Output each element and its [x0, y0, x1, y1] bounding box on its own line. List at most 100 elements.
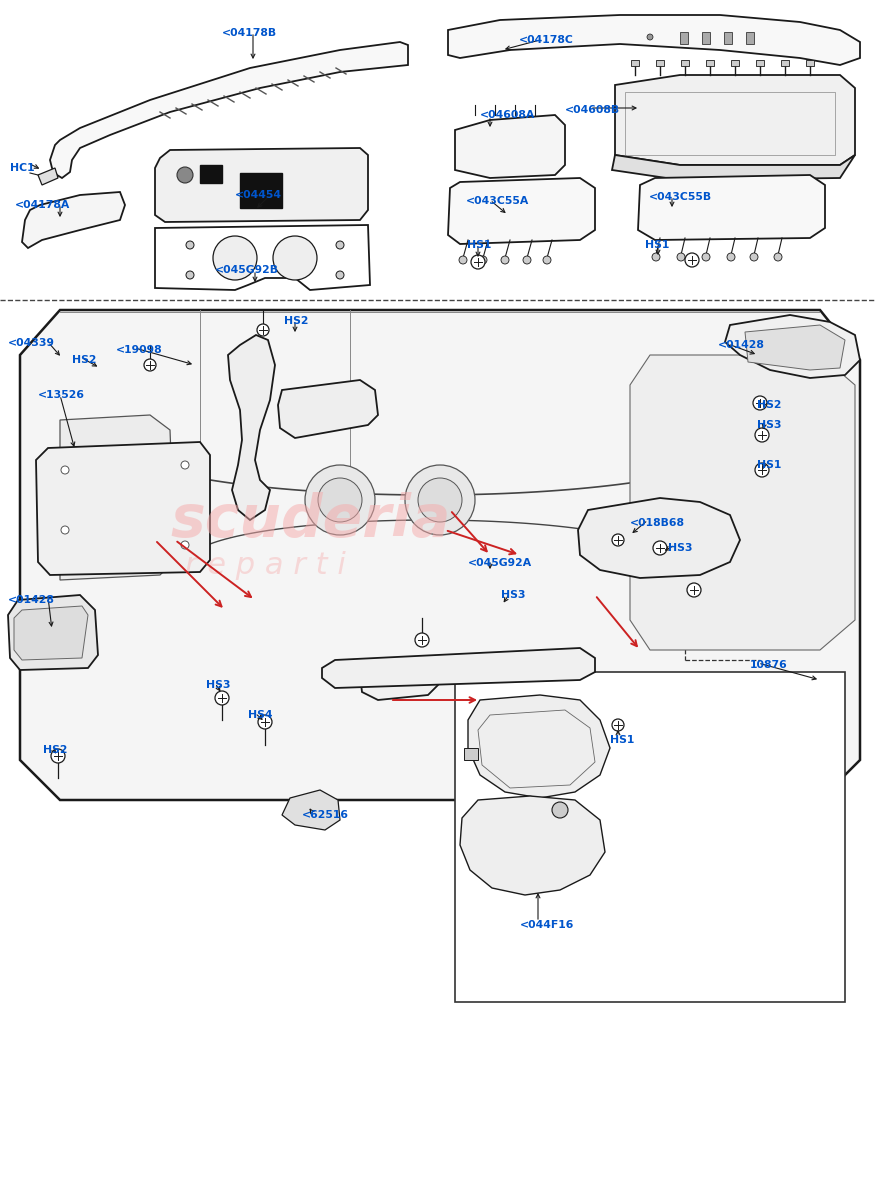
Circle shape — [479, 256, 487, 264]
Polygon shape — [615, 74, 855, 164]
Bar — [781, 60, 789, 66]
Circle shape — [215, 691, 229, 704]
Text: HS1: HS1 — [645, 240, 669, 250]
Text: HS2: HS2 — [72, 355, 96, 365]
Circle shape — [51, 749, 65, 763]
Polygon shape — [612, 155, 855, 180]
Circle shape — [186, 271, 194, 278]
Text: <043C55A: <043C55A — [466, 196, 529, 206]
Text: <044F16: <044F16 — [520, 920, 575, 930]
Text: <04178B: <04178B — [222, 28, 277, 38]
Polygon shape — [322, 648, 595, 688]
Text: scuderia: scuderia — [170, 492, 450, 548]
Text: <04339: <04339 — [8, 338, 55, 348]
Polygon shape — [14, 606, 88, 660]
Circle shape — [523, 256, 531, 264]
Text: HS3: HS3 — [757, 420, 781, 430]
Polygon shape — [448, 14, 860, 65]
Text: HS4: HS4 — [248, 710, 272, 720]
Circle shape — [181, 461, 189, 469]
Circle shape — [61, 526, 69, 534]
Text: <04608B: <04608B — [565, 104, 620, 115]
Polygon shape — [50, 42, 408, 178]
Circle shape — [755, 463, 769, 476]
Text: HS2: HS2 — [43, 745, 67, 755]
Text: <19098: <19098 — [116, 346, 163, 355]
Polygon shape — [638, 175, 825, 240]
Text: HS3: HS3 — [668, 542, 693, 553]
Circle shape — [702, 253, 710, 260]
Polygon shape — [464, 748, 478, 760]
Polygon shape — [282, 790, 340, 830]
Polygon shape — [460, 796, 605, 895]
Bar — [746, 32, 754, 44]
Bar — [706, 60, 714, 66]
Polygon shape — [745, 325, 845, 370]
Polygon shape — [20, 310, 860, 800]
Polygon shape — [22, 192, 125, 248]
Polygon shape — [725, 314, 860, 378]
Circle shape — [418, 478, 462, 522]
Circle shape — [727, 253, 735, 260]
Text: HS2: HS2 — [757, 400, 781, 410]
Circle shape — [213, 236, 257, 280]
Circle shape — [501, 256, 509, 264]
Circle shape — [687, 583, 701, 596]
Circle shape — [273, 236, 317, 280]
Circle shape — [186, 241, 194, 248]
Circle shape — [552, 802, 568, 818]
Circle shape — [750, 253, 758, 260]
Text: <01428: <01428 — [8, 595, 55, 605]
Polygon shape — [630, 355, 855, 650]
Circle shape — [181, 541, 189, 550]
Circle shape — [415, 634, 429, 647]
Circle shape — [677, 253, 685, 260]
Bar — [455, 672, 845, 1002]
Text: <045G92B: <045G92B — [215, 265, 279, 275]
Text: HC1: HC1 — [10, 163, 35, 173]
Circle shape — [258, 715, 272, 728]
Bar — [756, 60, 764, 66]
Circle shape — [144, 359, 156, 371]
Text: HS3: HS3 — [501, 590, 526, 600]
Circle shape — [305, 464, 375, 535]
Circle shape — [336, 241, 344, 248]
Polygon shape — [278, 380, 378, 438]
Polygon shape — [448, 178, 595, 244]
Polygon shape — [228, 335, 275, 520]
Bar — [240, 173, 282, 208]
Circle shape — [774, 253, 782, 260]
Polygon shape — [468, 695, 610, 798]
Circle shape — [652, 253, 660, 260]
Text: <018B68: <018B68 — [630, 518, 685, 528]
Text: <01428: <01428 — [718, 340, 765, 350]
Circle shape — [685, 253, 699, 266]
Circle shape — [318, 478, 362, 522]
Polygon shape — [38, 168, 58, 185]
Text: HS1: HS1 — [467, 240, 491, 250]
Text: 10876: 10876 — [750, 660, 788, 670]
Text: <045G92A: <045G92A — [468, 558, 532, 568]
Text: HS1: HS1 — [610, 734, 634, 745]
Text: HS2: HS2 — [284, 316, 308, 326]
Circle shape — [753, 396, 767, 410]
Circle shape — [543, 256, 551, 264]
Bar — [731, 60, 739, 66]
Text: <62516: <62516 — [302, 810, 349, 820]
Text: <04454: <04454 — [235, 190, 282, 200]
Circle shape — [612, 534, 624, 546]
Circle shape — [61, 466, 69, 474]
Polygon shape — [455, 115, 565, 178]
Circle shape — [177, 167, 193, 182]
Polygon shape — [60, 415, 175, 580]
Polygon shape — [36, 442, 210, 575]
Polygon shape — [578, 498, 740, 578]
Bar — [681, 60, 689, 66]
Bar — [724, 32, 732, 44]
Polygon shape — [360, 658, 438, 700]
Text: <04608A: <04608A — [480, 110, 535, 120]
Text: <04178C: <04178C — [519, 35, 574, 44]
Text: <043C55B: <043C55B — [649, 192, 712, 202]
Bar — [656, 60, 664, 66]
Circle shape — [612, 719, 624, 731]
